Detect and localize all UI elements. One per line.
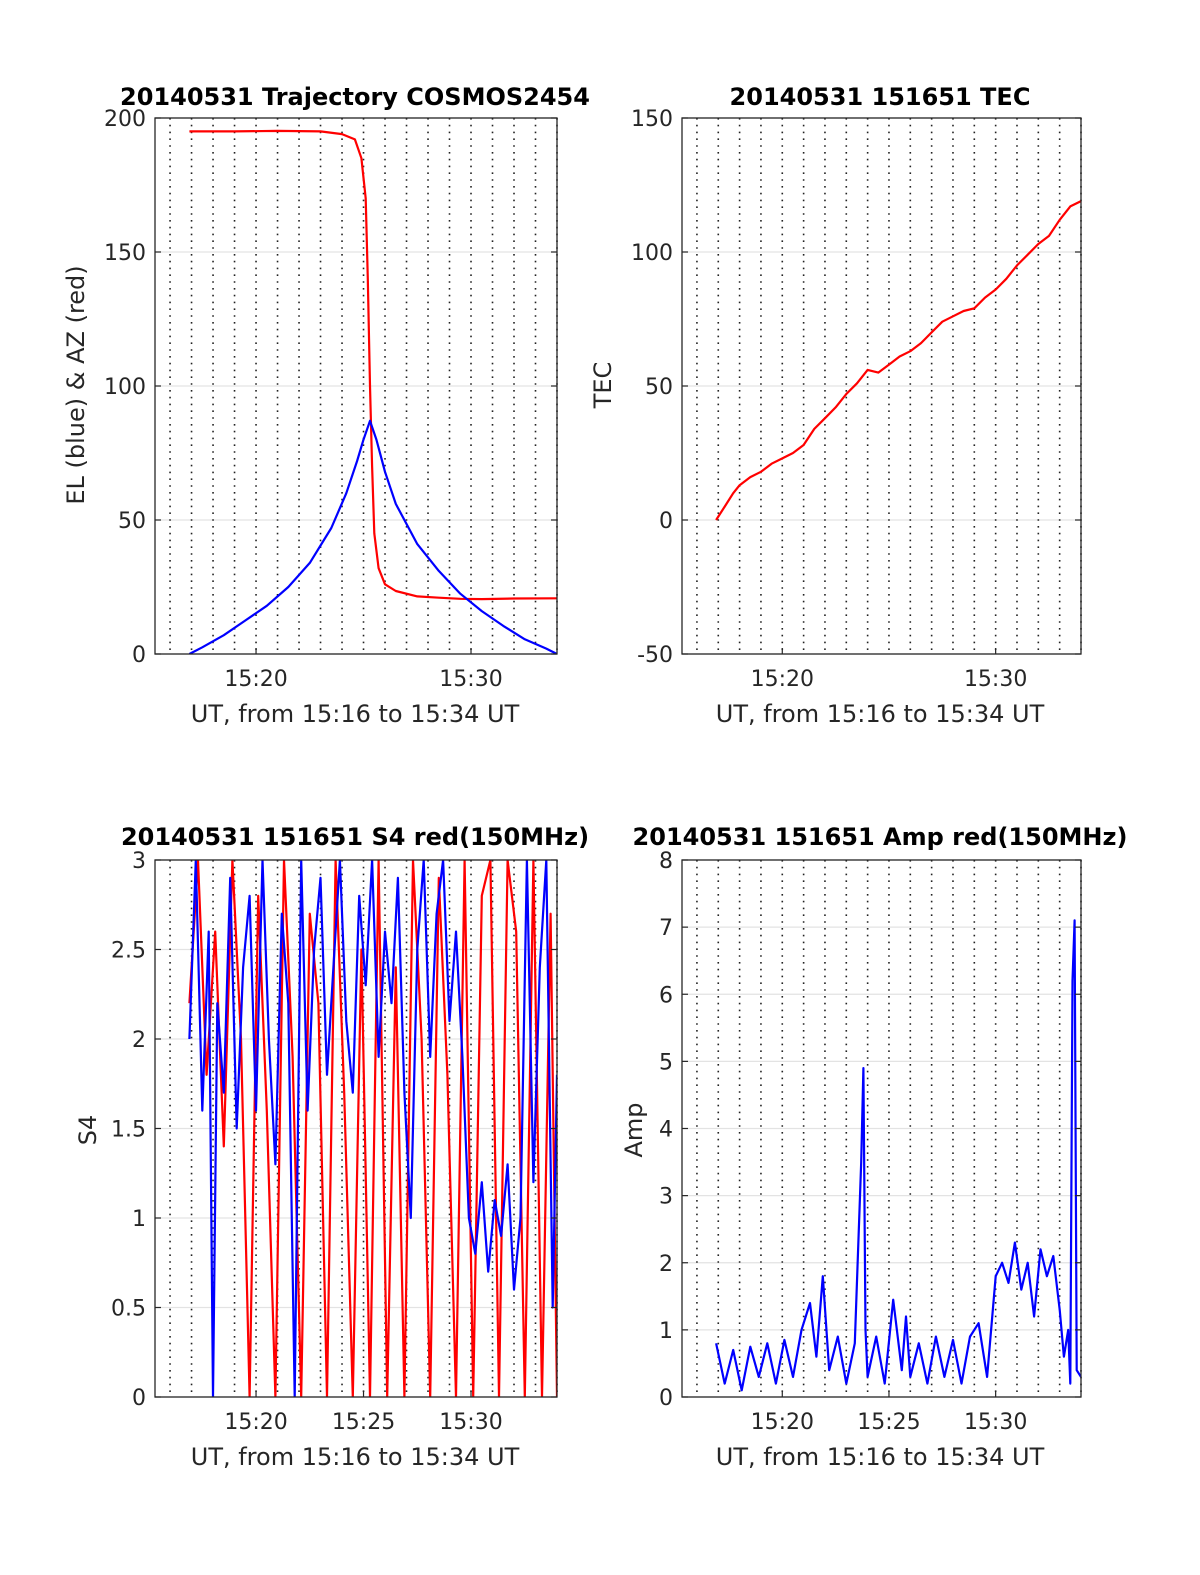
tec-title: 20140531 151651 TEC bbox=[730, 83, 1031, 111]
s4-title: 20140531 151651 S4 red(150MHz) bbox=[121, 823, 589, 851]
series-line-0 bbox=[715, 200, 1081, 521]
y-tick-label: 1 bbox=[659, 1319, 673, 1344]
y-tick-label: 200 bbox=[104, 107, 146, 132]
series-line-0 bbox=[715, 919, 1081, 1392]
trajectory-title: 20140531 Trajectory COSMOS2454 bbox=[120, 83, 590, 111]
x-tick-label: 15:25 bbox=[332, 1410, 395, 1435]
x-tick-label: 15:20 bbox=[224, 667, 287, 692]
x-tick-label: 15:30 bbox=[964, 1410, 1027, 1435]
y-tick-label: 1.5 bbox=[111, 1118, 146, 1143]
y-tick-label: 0 bbox=[132, 643, 146, 668]
x-tick-label: 15:20 bbox=[224, 1410, 287, 1435]
amp-title: 20140531 151651 Amp red(150MHz) bbox=[633, 823, 1128, 851]
y-tick-label: 1 bbox=[132, 1207, 146, 1232]
y-tick-label: -50 bbox=[637, 643, 673, 668]
x-tick-label: 15:30 bbox=[439, 667, 502, 692]
amp-y-axis-label: Amp bbox=[620, 1102, 648, 1157]
series-line-1 bbox=[188, 419, 557, 654]
s4-y-axis-label: S4 bbox=[74, 1115, 102, 1146]
y-tick-label: 3 bbox=[659, 1185, 673, 1210]
x-tick-label: 15:30 bbox=[964, 667, 1027, 692]
y-tick-label: 0 bbox=[132, 1386, 146, 1411]
x-tick-label: 15:20 bbox=[751, 1410, 814, 1435]
series-line-0 bbox=[188, 860, 557, 1397]
trajectory-x-axis-label: UT, from 15:16 to 15:34 UT bbox=[191, 700, 520, 728]
x-tick-label: 15:25 bbox=[857, 1410, 920, 1435]
y-tick-label: 2.5 bbox=[111, 939, 146, 964]
tec-y-axis-label: TEC bbox=[589, 362, 617, 410]
y-tick-label: 150 bbox=[104, 241, 146, 266]
trajectory-panel: 20140531 Trajectory COSMOS2454 0 50 100 150… bbox=[62, 83, 590, 728]
y-tick-label: 2 bbox=[659, 1252, 673, 1277]
amp-panel: 20140531 151651 Amp red(150MHz) 0 1 2 3 4 5 6 7… bbox=[620, 823, 1127, 1471]
y-tick-label: 150 bbox=[631, 107, 673, 132]
y-tick-label: 3 bbox=[132, 849, 146, 874]
y-tick-label: 7 bbox=[659, 916, 673, 941]
y-tick-label: 0.5 bbox=[111, 1297, 146, 1322]
y-tick-label: 4 bbox=[659, 1118, 673, 1143]
tec-x-axis-label: UT, from 15:16 to 15:34 UT bbox=[716, 700, 1045, 728]
y-tick-label: 50 bbox=[118, 509, 146, 534]
x-tick-label: 15:30 bbox=[439, 1410, 502, 1435]
s4-x-axis-label: UT, from 15:16 to 15:34 UT bbox=[191, 1443, 520, 1471]
y-tick-label: 50 bbox=[645, 375, 673, 400]
amp-x-axis-label: UT, from 15:16 to 15:34 UT bbox=[716, 1443, 1045, 1471]
series-line-0 bbox=[189, 129, 557, 601]
series-line-1 bbox=[188, 860, 557, 1397]
y-tick-label: 100 bbox=[104, 375, 146, 400]
s4-panel: 20140531 151651 S4 red(150MHz) 0 0.5 1 1.5 2… bbox=[74, 823, 589, 1471]
y-tick-label: 6 bbox=[659, 983, 673, 1008]
y-tick-label: 0 bbox=[659, 1386, 673, 1411]
trajectory-y-axis-label: EL (blue) & AZ (red) bbox=[62, 265, 90, 504]
y-tick-label: 8 bbox=[659, 849, 673, 874]
tec-panel: 20140531 151651 TEC -50 0 50 100 150 15:20 15:… bbox=[589, 83, 1082, 728]
y-tick-label: 5 bbox=[659, 1050, 673, 1075]
y-tick-label: 100 bbox=[631, 241, 673, 266]
x-tick-label: 15:20 bbox=[751, 667, 814, 692]
y-tick-label: 0 bbox=[659, 509, 673, 534]
y-tick-label: 2 bbox=[132, 1028, 146, 1053]
